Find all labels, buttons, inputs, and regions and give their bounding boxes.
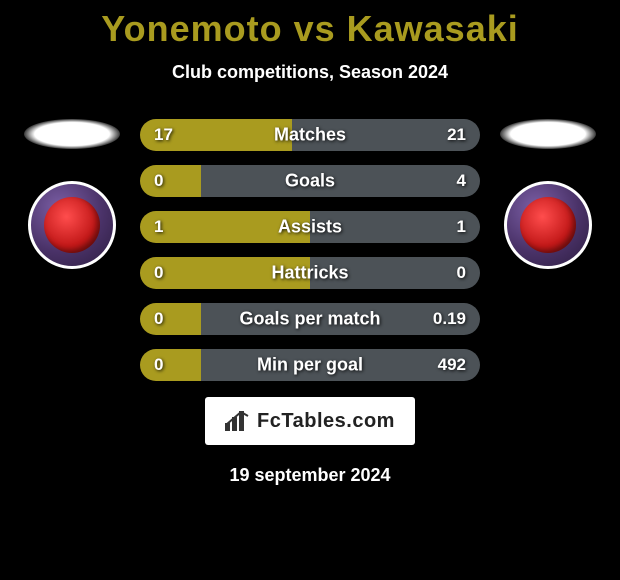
bar-left-fill bbox=[140, 303, 201, 335]
date-line: 19 september 2024 bbox=[0, 465, 620, 486]
bar-right-fill bbox=[201, 165, 480, 197]
club-badge-left-inner bbox=[44, 197, 100, 253]
vs-separator: vs bbox=[283, 8, 347, 49]
bar-left-fill bbox=[140, 165, 201, 197]
stat-value-left: 17 bbox=[154, 125, 173, 145]
subtitle: Club competitions, Season 2024 bbox=[0, 62, 620, 83]
club-badge-right bbox=[504, 181, 592, 269]
branding-badge: FcTables.com bbox=[205, 397, 415, 445]
right-player-column bbox=[498, 119, 598, 269]
stat-value-right: 0 bbox=[457, 263, 466, 283]
stat-label: Goals bbox=[285, 171, 335, 192]
stat-label: Hattricks bbox=[271, 263, 348, 284]
club-badge-left bbox=[28, 181, 116, 269]
stat-value-left: 0 bbox=[154, 355, 163, 375]
stat-bar: 1 1 Assists bbox=[140, 211, 480, 243]
fctables-logo-icon bbox=[225, 411, 251, 431]
bar-left-fill bbox=[140, 349, 201, 381]
stat-bar: 0 0.19 Goals per match bbox=[140, 303, 480, 335]
stat-label: Matches bbox=[274, 125, 346, 146]
stat-value-right: 21 bbox=[447, 125, 466, 145]
stat-bar: 0 4 Goals bbox=[140, 165, 480, 197]
branding-text: FcTables.com bbox=[257, 410, 395, 433]
stat-value-right: 1 bbox=[457, 217, 466, 237]
stats-bars: 1721Matches04Goals11Assists00Hattricks00… bbox=[140, 119, 480, 381]
club-badge-right-inner bbox=[520, 197, 576, 253]
stat-bar: 0 492 Min per goal bbox=[140, 349, 480, 381]
stat-value-left: 0 bbox=[154, 309, 163, 329]
stat-label: Assists bbox=[278, 217, 342, 238]
stat-bar: 0 0 Hattricks bbox=[140, 257, 480, 289]
stat-value-right: 0.19 bbox=[433, 309, 466, 329]
stat-value-right: 492 bbox=[438, 355, 466, 375]
main-area: 1721Matches04Goals11Assists00Hattricks00… bbox=[0, 119, 620, 381]
stat-bar: 17 21 Matches bbox=[140, 119, 480, 151]
stat-value-left: 0 bbox=[154, 171, 163, 191]
player-left-shadow bbox=[24, 119, 120, 149]
player-right-shadow bbox=[500, 119, 596, 149]
left-player-column bbox=[22, 119, 122, 269]
stat-label: Goals per match bbox=[239, 309, 380, 330]
comparison-card: Yonemoto vs Kawasaki Club competitions, … bbox=[0, 0, 620, 486]
player-left-name: Yonemoto bbox=[101, 8, 282, 49]
stat-value-left: 0 bbox=[154, 263, 163, 283]
stat-value-left: 1 bbox=[154, 217, 163, 237]
player-right-name: Kawasaki bbox=[347, 8, 519, 49]
stat-label: Min per goal bbox=[257, 355, 363, 376]
stat-value-right: 4 bbox=[457, 171, 466, 191]
page-title: Yonemoto vs Kawasaki bbox=[0, 8, 620, 50]
